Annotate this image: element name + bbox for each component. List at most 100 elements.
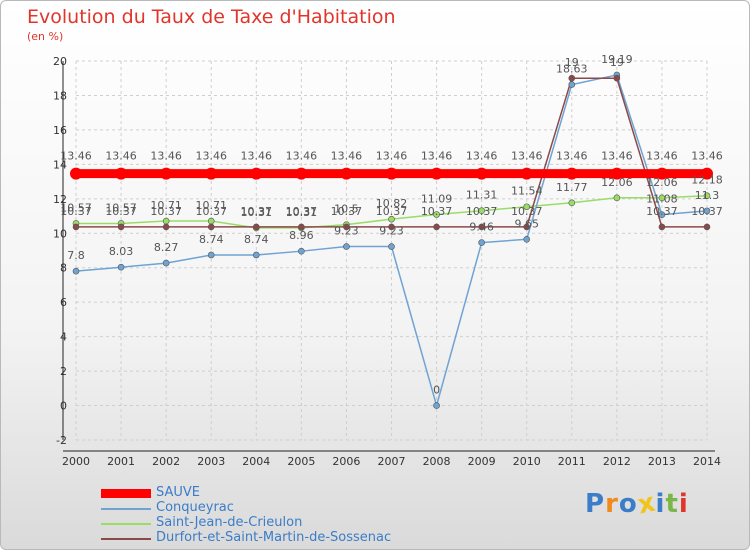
data-labels: 13.46 13.46 13.46 13.46 13.46 13.46 13.46 13.46…: [60, 53, 723, 397]
data-label: 13.46: [556, 150, 588, 163]
data-label: 13.46: [331, 150, 363, 163]
x-tick-label: 2001: [107, 455, 135, 468]
data-point: [703, 192, 711, 200]
data-label: 11.31: [466, 189, 498, 202]
x-tick-label: 2013: [648, 455, 676, 468]
data-point: [388, 223, 395, 231]
x-tick-label: 2005: [287, 455, 315, 468]
data-label: 10.71: [150, 199, 182, 212]
data-point: [162, 217, 170, 225]
data-point: [250, 167, 263, 180]
axes: -202468101214161820200020012002200320042…: [53, 55, 721, 468]
data-label: 8.74: [244, 233, 269, 246]
legend-swatch-conqueyrac: [101, 508, 151, 510]
data-label: 13.46: [421, 150, 453, 163]
data-label: 8.96: [289, 229, 314, 242]
x-tick-label: 2004: [242, 455, 270, 468]
x-tick-label: 2007: [378, 455, 406, 468]
data-point: [478, 207, 485, 215]
logo-letter: t: [665, 489, 679, 519]
data-label: 12.06: [601, 176, 633, 189]
data-point: [475, 167, 488, 180]
data-label: 9.23: [334, 225, 359, 238]
data-label: 7.8: [67, 249, 85, 262]
y-tick-label: 10: [53, 227, 67, 240]
data-point: [117, 223, 125, 231]
data-label: 13.46: [286, 150, 318, 163]
data-label: 11.77: [556, 181, 588, 194]
data-label: 9.65: [514, 217, 539, 230]
data-label: 10.31: [286, 206, 318, 219]
data-point: [658, 223, 666, 231]
data-point: [252, 251, 260, 259]
data-point: [252, 223, 260, 231]
data-point: [520, 167, 533, 180]
data-point: [523, 223, 531, 231]
data-label: 13.46: [466, 150, 498, 163]
data-label: 13.46: [60, 150, 92, 163]
data-label: 10.71: [195, 199, 227, 212]
x-tick-label: 2008: [423, 455, 451, 468]
data-label: 9.46: [469, 221, 494, 234]
data-point: [568, 81, 576, 88]
x-tick-label: 2000: [62, 455, 90, 468]
data-label: 13.46: [376, 150, 408, 163]
y-tick-label: 20: [53, 55, 67, 68]
data-label: 10.31: [241, 206, 273, 219]
y-tick-label: -2: [56, 434, 67, 447]
chart-subtitle: (en %): [27, 30, 64, 43]
data-label: 13.46: [150, 150, 182, 163]
data-point: [703, 207, 711, 215]
data-label: 10.37: [331, 205, 363, 218]
chart-title: Evolution du Taux de Taxe d'Habitation: [27, 6, 396, 28]
data-label: 10.37: [646, 205, 678, 218]
data-label: 10.37: [511, 205, 543, 218]
data-label: 10.57: [105, 201, 137, 214]
data-label: 10.37: [60, 205, 92, 218]
data-point: [478, 223, 485, 231]
data-point: [298, 247, 305, 255]
data-point: [433, 211, 440, 218]
x-tick-label: 2002: [152, 455, 180, 468]
data-label: 8.27: [154, 241, 179, 254]
logo-letter: o: [618, 489, 638, 519]
data-label: 13.46: [195, 150, 227, 163]
data-label: 10.57: [60, 201, 92, 214]
data-label: 10.37: [241, 205, 273, 218]
legend-label-conqueyrac: Conqueyrac: [156, 500, 234, 515]
x-tick-label: 2006: [332, 455, 360, 468]
data-label: 11.54: [511, 185, 543, 198]
data-label: 10.37: [421, 205, 453, 218]
y-tick-label: 18: [53, 89, 67, 102]
logo-letter: i: [678, 489, 689, 519]
proxiti-logo: Proxiti: [585, 487, 689, 520]
data-point: [343, 243, 350, 250]
data-point: [610, 167, 623, 180]
data-point: [207, 223, 215, 231]
legend-label-saint-jean-de-crieulon: Saint-Jean-de-Crieulon: [156, 515, 303, 530]
legend-label-durfort: Durfort-et-Saint-Martin-de-Sossenac: [156, 530, 392, 545]
data-label: 11.3: [695, 189, 720, 202]
data-label: 0: [433, 384, 440, 397]
data-point: [388, 215, 395, 223]
data-label: 19: [610, 56, 624, 69]
data-point: [568, 74, 576, 82]
data-point: [295, 167, 308, 180]
data-label: 13.46: [691, 150, 723, 163]
series-points: [70, 71, 713, 409]
data-point: [207, 217, 215, 225]
data-point: [613, 194, 621, 202]
data-point: [162, 223, 170, 231]
data-point: [523, 236, 531, 243]
data-label: 13.46: [105, 150, 137, 163]
data-point: [115, 167, 128, 180]
data-label: 19: [565, 56, 579, 69]
logo-letter: i: [655, 489, 666, 519]
data-point: [565, 167, 578, 180]
data-point: [433, 223, 440, 231]
data-point: [523, 203, 531, 211]
data-point: [162, 259, 170, 267]
data-label: 12.06: [646, 176, 678, 189]
data-point: [298, 223, 305, 231]
